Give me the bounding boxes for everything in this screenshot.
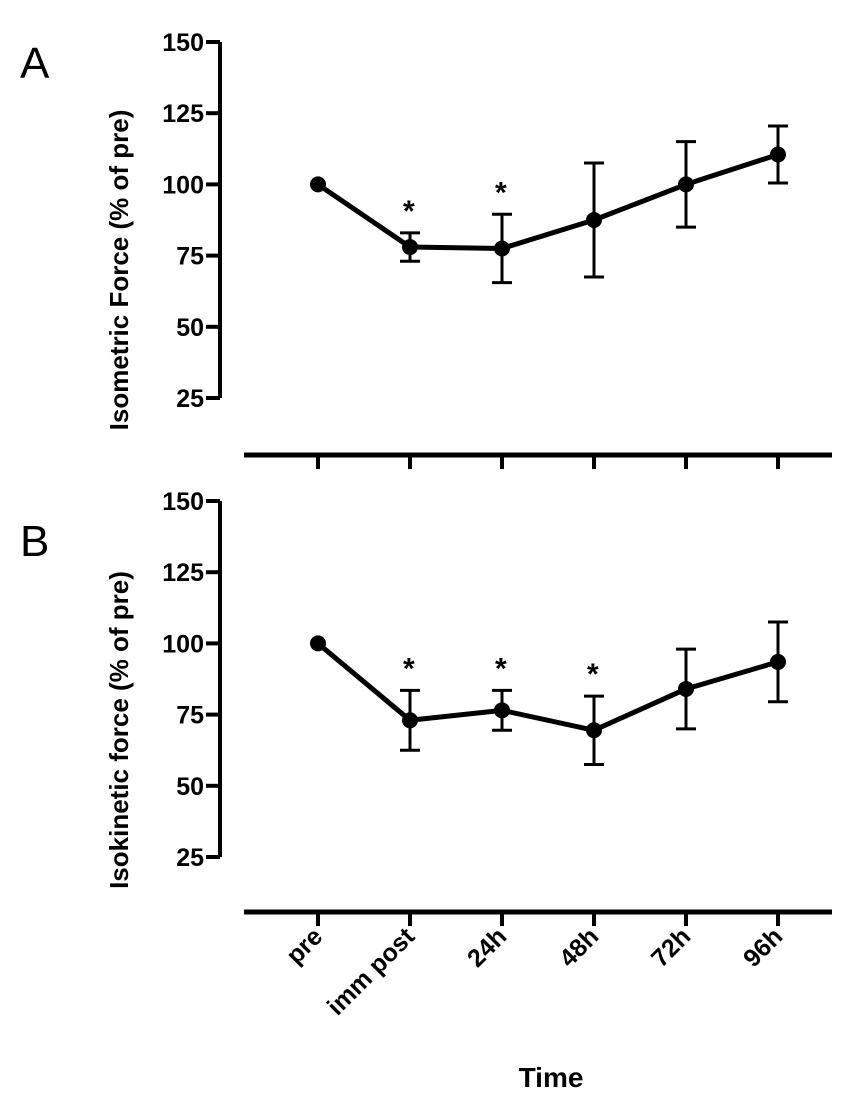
panel-a-point-48h — [586, 212, 602, 228]
x-tick-label-pre: pre — [281, 922, 328, 969]
panel-a-y-tick-label: 50 — [176, 314, 204, 342]
panel-b-point-pre — [310, 635, 326, 652]
panel-b-point-imm-post — [402, 712, 418, 729]
panel-b-y-tick-label: 50 — [176, 773, 204, 801]
panel-a-point-imm-post — [402, 239, 418, 256]
panel-a-y-tick-label: 150 — [162, 29, 204, 57]
panel-a-point-24h — [494, 240, 510, 257]
panel-a-point-96h — [770, 146, 786, 163]
panel-b-point-96h — [770, 653, 786, 670]
panel-a-significance: ** — [403, 176, 507, 228]
panel-b-significance: * * * — [403, 652, 599, 691]
panel-a-point-72h — [678, 176, 694, 193]
x-tick-label-48h: 48h — [554, 922, 604, 972]
panel-a-error-bars — [400, 124, 788, 285]
x-tick-label-96h: 96h — [738, 922, 788, 972]
panel-a-significance-marker: * — [403, 195, 415, 228]
panel-b-point-72h — [678, 680, 694, 697]
panel-a-y-ticks: 25 50 75 100 125 150 — [162, 29, 220, 413]
x-axis-title: Time — [519, 1062, 584, 1093]
panel-b-point-24h — [494, 702, 510, 719]
panel-b-y-ticks: 25 50 75 100 125 150 — [162, 488, 220, 872]
x-tick-label-72h: 72h — [646, 922, 696, 972]
panel-b-letter: B — [20, 517, 49, 566]
panel-a-significance-marker: * — [495, 176, 507, 209]
x-tick-label-24h: 24h — [462, 922, 512, 972]
panel-b-points — [310, 635, 786, 739]
x-tick-label-imm-post: imm post — [322, 922, 421, 1021]
panel-a-point-pre — [310, 176, 326, 193]
panel-b-y-tick-label: 125 — [162, 559, 204, 587]
panel-a-points — [310, 146, 786, 257]
panel-a-y-tick-label: 125 — [162, 100, 204, 128]
panel-b-y-tick-label: 25 — [176, 844, 204, 872]
panel-b-significance-marker: * — [495, 652, 507, 685]
panel-b-x-ticks — [316, 912, 780, 926]
panel-b-y-tick-label: 150 — [162, 488, 204, 516]
panel-b: B Isokinetic force (% of pre) 25 50 75 100 1… — [20, 488, 832, 1093]
panel-a-y-tick-label: 100 — [162, 171, 204, 199]
panel-a-x-ticks — [316, 455, 780, 469]
panel-a-series-line — [316, 152, 779, 251]
panel-b-y-tick-label: 75 — [176, 702, 204, 730]
panel-b-significance-marker: * — [403, 652, 415, 685]
panel-a-letter: A — [20, 39, 50, 88]
panel-a-y-tick-label: 75 — [176, 243, 204, 271]
panel-b-y-tick-label: 100 — [162, 630, 204, 658]
panel-b-significance-marker: * — [587, 658, 599, 691]
panel-b-error-bars — [400, 620, 788, 766]
panel-b-point-48h — [586, 722, 602, 739]
panel-a-y-axis-label: Isometric Force (% of pre) — [104, 110, 134, 431]
panel-a: A Isometric Force (% of pre) 25 50 75 100 12… — [20, 29, 832, 469]
panel-b-y-axis-label: Isokinetic force (% of pre) — [104, 571, 134, 889]
panel-a-y-tick-label: 25 — [176, 385, 204, 413]
panel-b-series-line — [316, 641, 779, 733]
